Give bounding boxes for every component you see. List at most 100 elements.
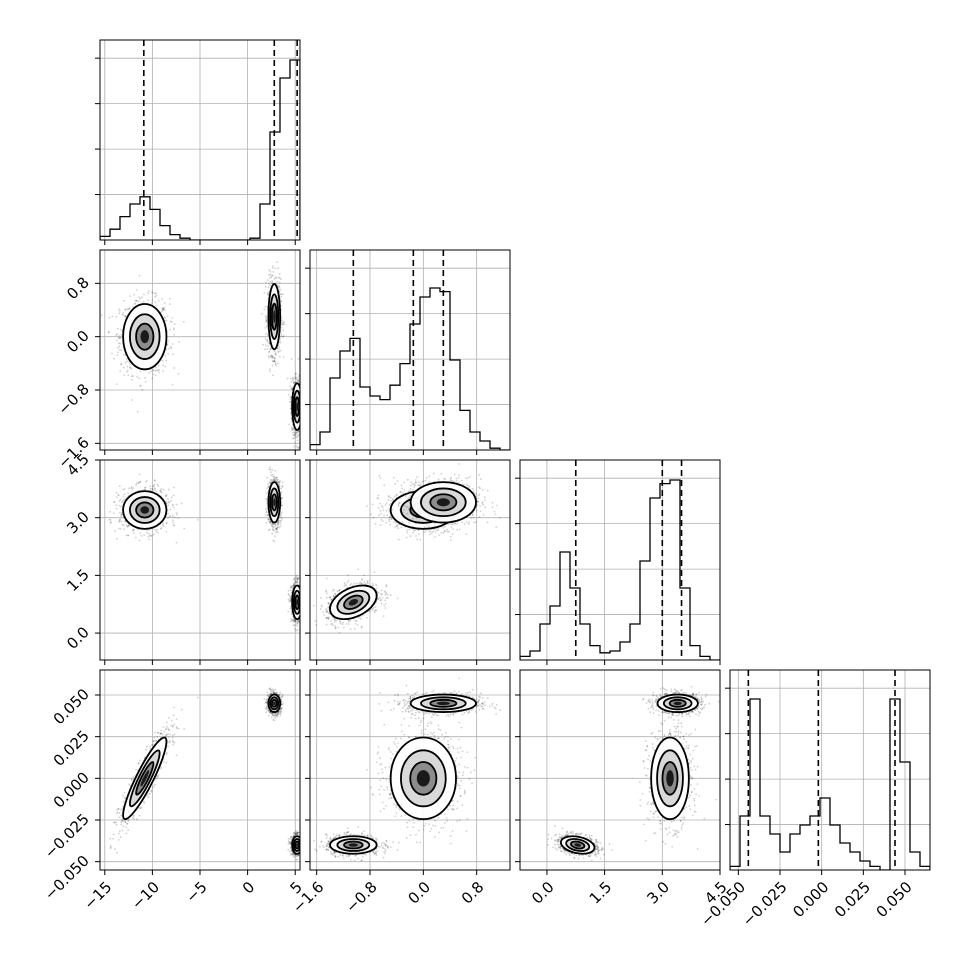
sample-point (266, 340, 269, 343)
sample-point (278, 281, 281, 284)
sample-point (173, 524, 176, 527)
sample-point (129, 367, 132, 369)
sample-point (124, 354, 127, 357)
sample-point (281, 322, 283, 324)
sample-point (131, 399, 133, 401)
sample-point (277, 350, 280, 353)
sample-point (149, 535, 151, 537)
sample-point (262, 343, 265, 346)
sample-point (280, 326, 283, 329)
sample-point (301, 405, 303, 407)
sample-point (124, 315, 127, 318)
sample-point (302, 414, 304, 416)
sample-point (152, 369, 155, 371)
sample-point (108, 331, 110, 334)
sample-point (278, 526, 281, 529)
sample-point (169, 320, 172, 323)
sample-point (128, 307, 131, 310)
sample-point (124, 308, 127, 311)
sample-point (152, 369, 155, 372)
sample-point (266, 502, 268, 505)
sample-point (303, 440, 305, 442)
sample-point (270, 354, 273, 357)
sample-point (273, 478, 276, 481)
sample-point (289, 396, 292, 398)
sample-point (301, 411, 303, 413)
sample-point (138, 473, 141, 476)
sample-point (278, 285, 281, 288)
sample-point (274, 353, 277, 356)
sample-point (298, 430, 300, 433)
sample-point (162, 525, 165, 528)
sample-point (273, 357, 276, 360)
sample-point (282, 335, 284, 338)
sample-point (301, 625, 303, 627)
sample-point (301, 401, 303, 403)
sample-point (270, 478, 272, 481)
sample-point (300, 613, 302, 615)
sample-point (127, 524, 130, 526)
sample-point (116, 354, 119, 356)
sample-point (110, 521, 112, 524)
sample-point (272, 270, 275, 273)
sample-point (300, 408, 302, 410)
contour-line (292, 389, 300, 424)
sample-point (280, 492, 282, 495)
sample-point (123, 488, 126, 490)
sample-point (300, 389, 302, 391)
sample-point (175, 511, 178, 514)
sample-point (156, 304, 158, 307)
sample-point (268, 269, 271, 271)
sample-point (126, 360, 128, 363)
sample-point (273, 523, 275, 526)
sample-point (279, 520, 282, 522)
sample-point (302, 600, 304, 602)
sample-point (160, 491, 162, 493)
sample-point (297, 430, 300, 432)
sample-point (118, 337, 121, 339)
sample-point (153, 292, 156, 295)
sample-point (303, 611, 305, 613)
sample-point (267, 279, 269, 282)
sample-point (292, 381, 295, 384)
sample-point (270, 525, 273, 527)
sample-point (149, 534, 152, 537)
sample-point (278, 286, 281, 289)
sample-point (268, 468, 271, 471)
sample-point (301, 389, 303, 391)
sample-point (272, 356, 275, 359)
sample-point (303, 609, 305, 611)
sample-point (161, 307, 164, 310)
panel-2-0: 0.01.53.04.5 (63, 450, 305, 665)
sample-point (143, 486, 146, 489)
sample-point (273, 360, 275, 362)
density-core (296, 402, 299, 412)
sample-point (298, 374, 300, 376)
sample-point (271, 473, 274, 476)
sample-point (115, 491, 118, 494)
sample-point (116, 333, 118, 336)
sample-point (155, 490, 158, 493)
sample-point (127, 525, 130, 528)
sample-point (279, 522, 282, 524)
sample-point (301, 609, 303, 611)
sample-point (293, 583, 295, 586)
sample-point (132, 528, 135, 531)
sample-point (136, 289, 138, 291)
sample-point (276, 522, 279, 525)
sample-point (277, 520, 279, 523)
sample-point (148, 538, 151, 541)
sample-point (301, 613, 303, 615)
sample-point (265, 339, 268, 342)
sample-point (301, 369, 303, 371)
sample-point (172, 353, 174, 356)
sample-point (147, 292, 150, 294)
contour-line (129, 313, 161, 360)
sample-point (273, 475, 275, 478)
sample-point (154, 295, 157, 298)
sample-point (280, 335, 283, 337)
histogram-0 (100, 59, 300, 240)
sample-point (266, 507, 268, 510)
sample-point (115, 496, 118, 498)
